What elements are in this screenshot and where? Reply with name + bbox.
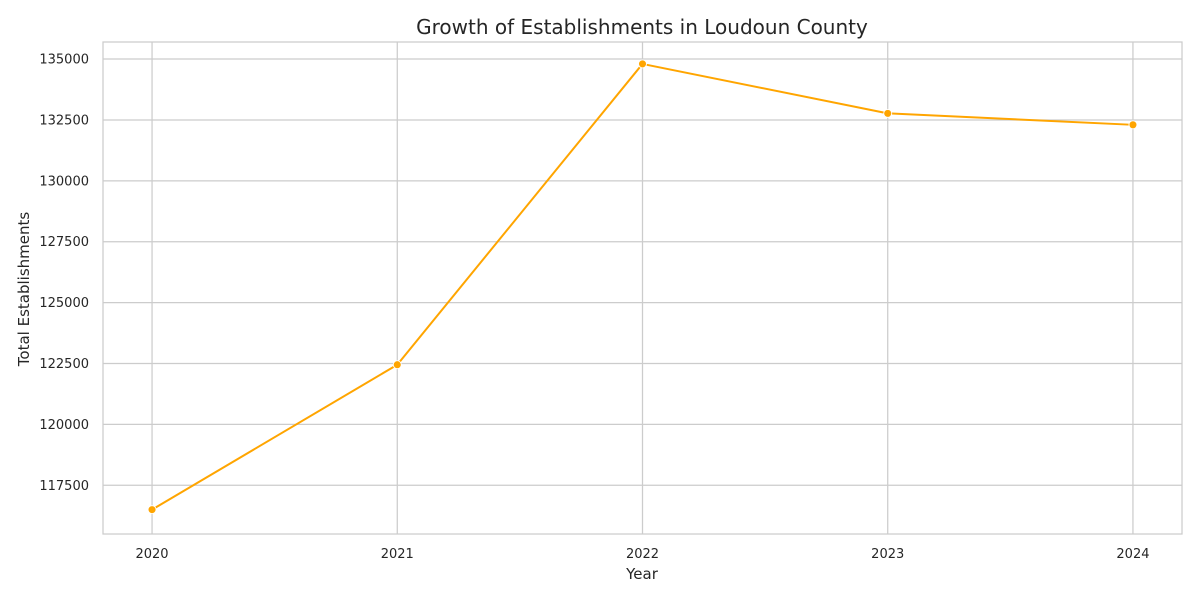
y-tick-label: 130000: [39, 174, 89, 189]
x-tick-label: 2022: [626, 547, 659, 562]
y-tick-label: 127500: [39, 235, 89, 250]
plot-frame: [102, 41, 1183, 535]
x-tick-label: 2021: [381, 547, 414, 562]
x-axis-label: Year: [625, 565, 659, 583]
data-point: [1128, 120, 1138, 130]
y-axis-label: Total Establishments: [15, 212, 33, 368]
series-group: [147, 59, 1138, 515]
y-tick-labels: 117500 120000 122500 125000 127500 130000 1325…: [39, 53, 89, 494]
data-point: [638, 59, 647, 69]
chart-title: Growth of Establishments in Loudoun Coun…: [416, 15, 868, 39]
y-tick-label: 117500: [39, 479, 89, 494]
data-point: [883, 108, 893, 118]
y-tick-label: 132500: [39, 113, 89, 128]
data-point: [392, 360, 402, 370]
x-tick-labels: 2020 2021 2022 2023 2024: [135, 547, 1149, 562]
y-tick-label: 125000: [39, 296, 89, 311]
data-point: [147, 505, 157, 515]
y-tick-label: 120000: [39, 418, 89, 433]
x-tick-label: 2023: [871, 547, 904, 562]
y-tick-label: 122500: [39, 357, 89, 372]
x-tick-label: 2024: [1116, 547, 1149, 562]
x-tick-label: 2020: [135, 547, 168, 562]
y-tick-label: 135000: [39, 53, 89, 68]
grid-lines: [103, 42, 1182, 534]
